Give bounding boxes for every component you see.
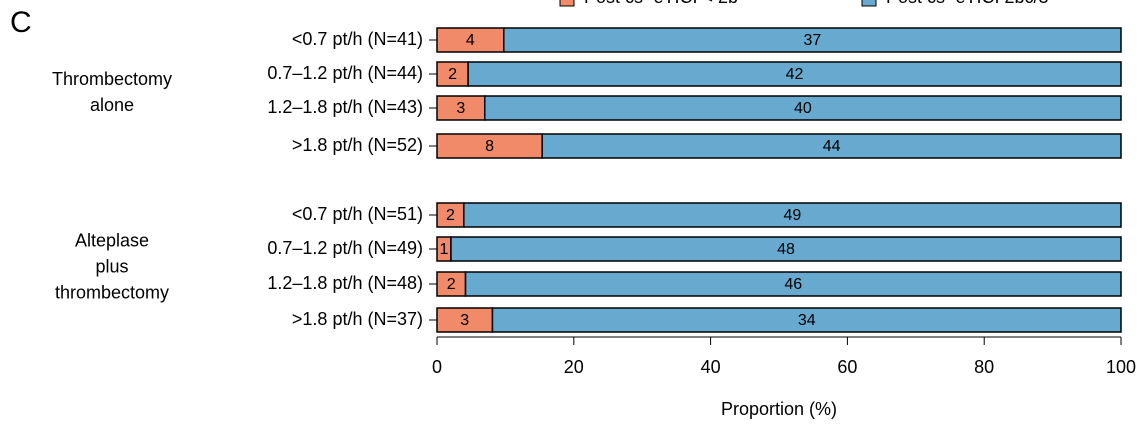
bar-count: 2 (448, 66, 457, 83)
legend-label: Post cs−eTICI < 2b (584, 0, 738, 7)
y-tick-label: 1.2–1.8 pt/h (N=48) (267, 273, 423, 293)
bar-count: 3 (460, 312, 469, 329)
bar-count: 34 (798, 312, 816, 329)
y-tick-label: 0.7–1.2 pt/h (N=44) (267, 63, 423, 83)
group-label: Alteplase (75, 230, 149, 250)
bar-segment (464, 271, 1122, 297)
bar-count: 44 (823, 138, 841, 155)
group-label: alone (90, 95, 134, 115)
bar-segment (436, 133, 543, 159)
y-tick-label: >1.8 pt/h (N=52) (292, 135, 423, 155)
y-tick-label: >1.8 pt/h (N=37) (292, 309, 423, 329)
panel-label: C (10, 6, 32, 39)
bar-segment (450, 236, 1122, 262)
bar-count: 3 (456, 100, 465, 117)
x-axis-title: Proportion (%) (721, 399, 837, 419)
y-tick-label: <0.7 pt/h (N=41) (292, 29, 423, 49)
y-tick-label: <0.7 pt/h (N=51) (292, 204, 423, 224)
group-label: thrombectomy (55, 282, 169, 302)
bar-count: 1 (440, 241, 449, 258)
bar-count: 2 (446, 207, 455, 224)
bar-count: 49 (784, 207, 802, 224)
bar-segment (436, 95, 486, 121)
x-tick-label: 80 (974, 357, 994, 377)
bar-count: 37 (803, 32, 821, 49)
legend-swatch (559, 0, 575, 7)
bar-segment (436, 27, 505, 53)
group-label: plus (95, 256, 128, 276)
bar-count: 2 (447, 276, 456, 293)
x-tick-label: 60 (837, 357, 857, 377)
x-tick-label: 100 (1106, 357, 1136, 377)
bar-count: 42 (786, 66, 804, 83)
bar-segment (467, 61, 1122, 87)
bar-segment (491, 307, 1122, 333)
bar-segment (483, 95, 1122, 121)
y-tick-label: 0.7–1.2 pt/h (N=49) (267, 238, 423, 258)
bar-segment (463, 202, 1122, 228)
x-tick-label: 40 (701, 357, 721, 377)
bar-count: 46 (784, 276, 802, 293)
bar-segment (541, 133, 1122, 159)
bar-segment (436, 202, 465, 228)
bar-count: 40 (794, 100, 812, 117)
legend-label: Post cs−eTICI 2bc/3 (886, 0, 1049, 7)
bar-count: 8 (485, 138, 494, 155)
bar-count: 4 (466, 32, 475, 49)
bar-segment (503, 27, 1122, 53)
y-tick-label: 1.2–1.8 pt/h (N=43) (267, 97, 423, 117)
bar-count: 48 (777, 241, 795, 258)
legend-swatch (861, 0, 877, 7)
x-tick-label: 20 (564, 357, 584, 377)
group-label: Thrombectomy (52, 69, 172, 89)
x-tick-label: 0 (432, 357, 442, 377)
